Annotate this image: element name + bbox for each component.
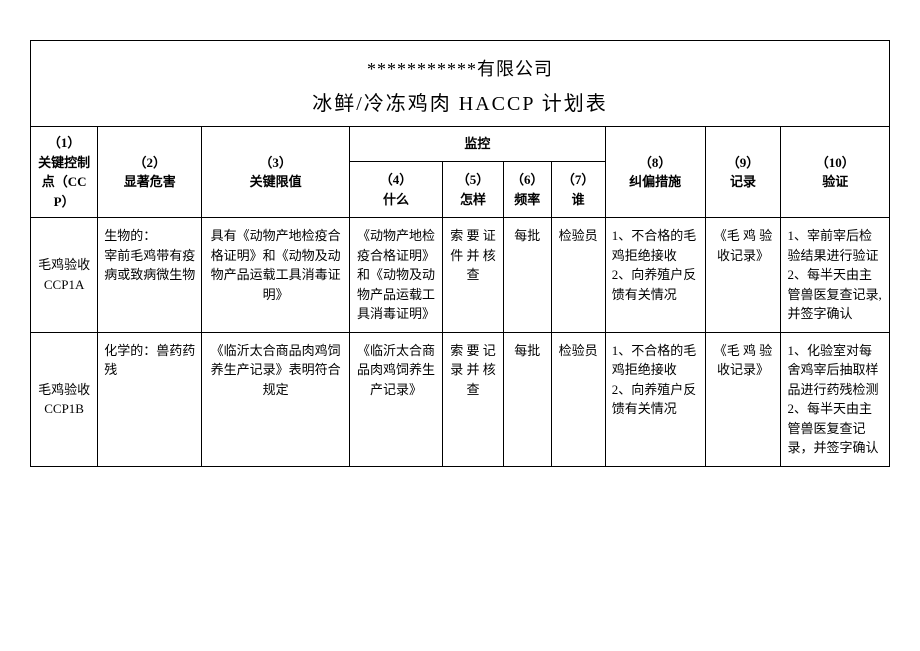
cell-how: 索 要 证件 并 核查 xyxy=(443,218,504,333)
page: ***********有限公司 冰鲜/冷冻鸡肉 HACCP 计划表 （1）关键控… xyxy=(30,40,890,467)
col-verify: （10）验证 xyxy=(781,127,890,218)
table-header: （1）关键控制点（CCP） （2）显著危害 （3）关键限值 监控 （8）纠偏措施… xyxy=(31,127,890,218)
cell-verify: 1、宰前宰后检验结果进行验证2、每半天由主管兽医复查记录,并签字确认 xyxy=(781,218,890,333)
company-name: ***********有限公司 xyxy=(31,55,889,81)
cell-who: 检验员 xyxy=(551,332,605,466)
cell-ccp: 毛鸡验收CCP1A xyxy=(31,218,98,333)
cell-verify: 1、化验室对每舍鸡宰后抽取样品进行药残检测2、每半天由主管兽医复查记录，并签字确… xyxy=(781,332,890,466)
cell-what: 《临沂太合商品肉鸡饲养生产记录》 xyxy=(349,332,442,466)
col-how: （5）怎样 xyxy=(443,162,504,218)
cell-record: 《毛 鸡 验收记录》 xyxy=(705,332,781,466)
cell-record: 《毛 鸡 验收记录》 xyxy=(705,218,781,333)
col-monitor: 监控 xyxy=(349,127,605,162)
cell-ccp: 毛鸡验收CCP1B xyxy=(31,332,98,466)
cell-freq: 每批 xyxy=(503,218,551,333)
cell-corrective: 1、不合格的毛鸡拒绝接收2、向养殖户反馈有关情况 xyxy=(605,332,705,466)
title-block: ***********有限公司 冰鲜/冷冻鸡肉 HACCP 计划表 xyxy=(30,40,890,126)
cell-limit: 具有《动物产地检疫合格证明》和《动物及动物产品运载工具消毒证明》 xyxy=(202,218,350,333)
cell-what: 《动物产地检疫合格证明》和《动物及动物产品运载工具消毒证明》 xyxy=(349,218,442,333)
table-body: 毛鸡验收CCP1A 生物的：宰前毛鸡带有疫病或致病微生物 具有《动物产地检疫合格… xyxy=(31,218,890,467)
table-row: 毛鸡验收CCP1B 化学的：兽药药残 《临沂太合商品肉鸡饲养生产记录》表明符合规… xyxy=(31,332,890,466)
col-who: （7）谁 xyxy=(551,162,605,218)
cell-who: 检验员 xyxy=(551,218,605,333)
col-ccp: （1）关键控制点（CCP） xyxy=(31,127,98,218)
cell-freq: 每批 xyxy=(503,332,551,466)
table-row: 毛鸡验收CCP1A 生物的：宰前毛鸡带有疫病或致病微生物 具有《动物产地检疫合格… xyxy=(31,218,890,333)
col-hazard: （2）显著危害 xyxy=(98,127,202,218)
col-freq: （6）频率 xyxy=(503,162,551,218)
cell-corrective: 1、不合格的毛鸡拒绝接收2、向养殖户反馈有关情况 xyxy=(605,218,705,333)
document-title: 冰鲜/冷冻鸡肉 HACCP 计划表 xyxy=(31,87,889,116)
cell-how: 索 要 记录 并 核查 xyxy=(443,332,504,466)
cell-hazard: 生物的：宰前毛鸡带有疫病或致病微生物 xyxy=(98,218,202,333)
col-record: （9）记录 xyxy=(705,127,781,218)
cell-limit: 《临沂太合商品肉鸡饲养生产记录》表明符合规定 xyxy=(202,332,350,466)
cell-hazard: 化学的：兽药药残 xyxy=(98,332,202,466)
col-limit: （3）关键限值 xyxy=(202,127,350,218)
col-corrective: （8）纠偏措施 xyxy=(605,127,705,218)
col-what: （4）什么 xyxy=(349,162,442,218)
haccp-table: （1）关键控制点（CCP） （2）显著危害 （3）关键限值 监控 （8）纠偏措施… xyxy=(30,126,890,467)
